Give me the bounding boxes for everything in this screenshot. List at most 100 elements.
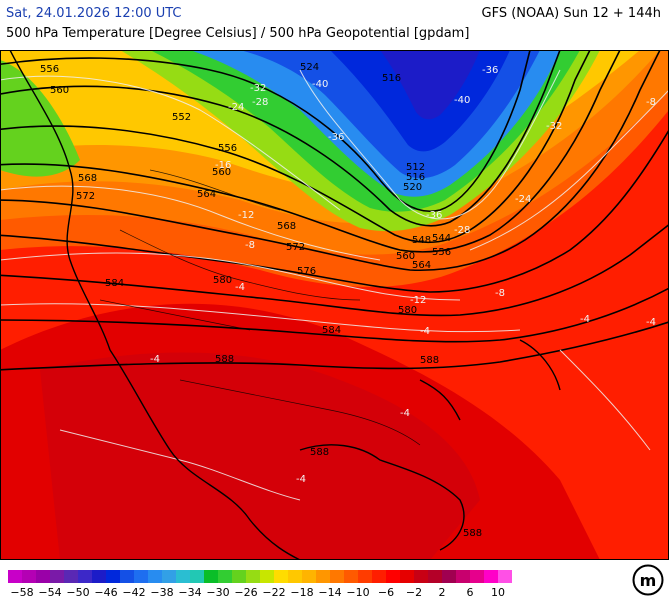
color-swatch bbox=[232, 570, 246, 583]
color-tick-label: 2 bbox=[438, 586, 446, 599]
color-swatch bbox=[400, 570, 414, 583]
color-tick-label: −46 bbox=[94, 586, 118, 599]
color-swatch bbox=[134, 570, 148, 583]
color-swatch bbox=[484, 570, 498, 583]
color-swatch bbox=[260, 570, 274, 583]
geo-label: 564 bbox=[412, 260, 431, 271]
geo-label: 564 bbox=[197, 189, 216, 200]
temp-label: -28 bbox=[252, 97, 268, 108]
temp-label: -32 bbox=[546, 121, 562, 132]
temp-label: -36 bbox=[426, 210, 442, 221]
temp-label: -4 bbox=[400, 408, 410, 419]
color-tick-label: −30 bbox=[206, 586, 230, 599]
color-swatch bbox=[176, 570, 190, 583]
temp-label: -4 bbox=[580, 314, 590, 325]
color-swatch bbox=[470, 570, 484, 583]
color-swatch bbox=[246, 570, 260, 583]
color-swatch bbox=[78, 570, 92, 583]
color-swatch bbox=[330, 570, 344, 583]
color-tick-label: 6 bbox=[466, 586, 474, 599]
color-swatch bbox=[456, 570, 470, 583]
color-tick-label: −34 bbox=[178, 586, 202, 599]
color-tick-label: −10 bbox=[346, 586, 370, 599]
color-swatch bbox=[414, 570, 428, 583]
color-tick-label: −18 bbox=[290, 586, 314, 599]
geo-label: 524 bbox=[300, 62, 319, 73]
temp-label: -4 bbox=[150, 354, 160, 365]
geo-label: 572 bbox=[76, 191, 95, 202]
color-scale-bar bbox=[8, 570, 512, 583]
temp-label: -4 bbox=[296, 474, 306, 485]
geo-label: 568 bbox=[277, 221, 296, 232]
temp-label: -36 bbox=[482, 65, 498, 76]
temp-label: -12 bbox=[238, 210, 254, 221]
temp-label: -8 bbox=[245, 240, 255, 251]
geo-label: 556 bbox=[432, 247, 451, 258]
geo-label: 568 bbox=[78, 173, 97, 184]
geo-label: 516 bbox=[406, 172, 425, 183]
color-tick-label: −6 bbox=[377, 586, 395, 599]
temp-label: -32 bbox=[250, 83, 266, 94]
temp-label: -4 bbox=[420, 326, 430, 337]
color-tick-label: −22 bbox=[262, 586, 286, 599]
color-tick-label: −58 bbox=[10, 586, 34, 599]
geo-label: 572 bbox=[286, 242, 305, 253]
temp-label: -8 bbox=[646, 97, 656, 108]
color-swatch bbox=[302, 570, 316, 583]
temp-label: -8 bbox=[495, 288, 505, 299]
color-tick-label: −38 bbox=[150, 586, 174, 599]
temp-label: -40 bbox=[454, 95, 470, 106]
geo-label: 512 bbox=[406, 162, 425, 173]
temp-label: -24 bbox=[228, 102, 244, 113]
temp-label: -16 bbox=[215, 160, 231, 171]
color-tick-label: −26 bbox=[234, 586, 258, 599]
color-swatch bbox=[372, 570, 386, 583]
color-swatch bbox=[344, 570, 358, 583]
geo-label: 588 bbox=[215, 354, 234, 365]
color-swatch bbox=[148, 570, 162, 583]
datetime-label: Sat, 24.01.2026 12:00 UTC bbox=[6, 6, 182, 21]
color-swatch bbox=[120, 570, 134, 583]
map-header: Sat, 24.01.2026 12:00 UTC GFS (NOAA) Sun… bbox=[0, 0, 669, 50]
geo-label: 560 bbox=[212, 167, 231, 178]
color-swatch bbox=[162, 570, 176, 583]
geo-label: 576 bbox=[297, 266, 316, 277]
color-swatch bbox=[218, 570, 232, 583]
color-swatch bbox=[442, 570, 456, 583]
temp-label: -4 bbox=[235, 282, 245, 293]
temp-label: -40 bbox=[312, 79, 328, 90]
color-tick-label: −2 bbox=[405, 586, 423, 599]
temp-label: -12 bbox=[410, 295, 426, 306]
temp-label: -28 bbox=[454, 225, 470, 236]
color-swatch bbox=[386, 570, 400, 583]
color-swatch bbox=[428, 570, 442, 583]
color-swatch bbox=[274, 570, 288, 583]
color-tick-label: −14 bbox=[318, 586, 342, 599]
geo-label: 520 bbox=[403, 182, 422, 193]
color-swatch bbox=[288, 570, 302, 583]
geo-label: 588 bbox=[310, 447, 329, 458]
geo-label: 580 bbox=[398, 305, 417, 316]
temp-label: -24 bbox=[515, 194, 531, 205]
geo-label: 560 bbox=[396, 251, 415, 262]
color-swatch bbox=[190, 570, 204, 583]
parameter-label: 500 hPa Temperature [Degree Celsius] / 5… bbox=[6, 26, 470, 41]
weather-map: 524 516 560 556 552 556 560 568 572 564 … bbox=[0, 50, 669, 560]
geo-label: 588 bbox=[463, 528, 482, 539]
color-swatch bbox=[22, 570, 36, 583]
svg-text:m: m bbox=[640, 571, 657, 590]
color-swatch bbox=[106, 570, 120, 583]
meteo-logo-icon: m bbox=[632, 564, 664, 596]
color-swatch bbox=[50, 570, 64, 583]
model-run-label: GFS (NOAA) Sun 12 + 144h bbox=[481, 6, 661, 21]
geo-label: 584 bbox=[322, 325, 341, 336]
geo-label: 552 bbox=[172, 112, 191, 123]
color-swatch bbox=[204, 570, 218, 583]
temp-label: -36 bbox=[328, 132, 344, 143]
geo-label: 584 bbox=[105, 278, 124, 289]
geo-label: 548 bbox=[412, 235, 431, 246]
color-swatch bbox=[64, 570, 78, 583]
color-tick-label: −42 bbox=[122, 586, 146, 599]
color-scale-ticks: −58 −54 −50 −46 −42 −38 −34 −30 −26 −22 −18 −14 −10−… bbox=[0, 586, 669, 600]
geo-label: 556 bbox=[40, 64, 59, 75]
